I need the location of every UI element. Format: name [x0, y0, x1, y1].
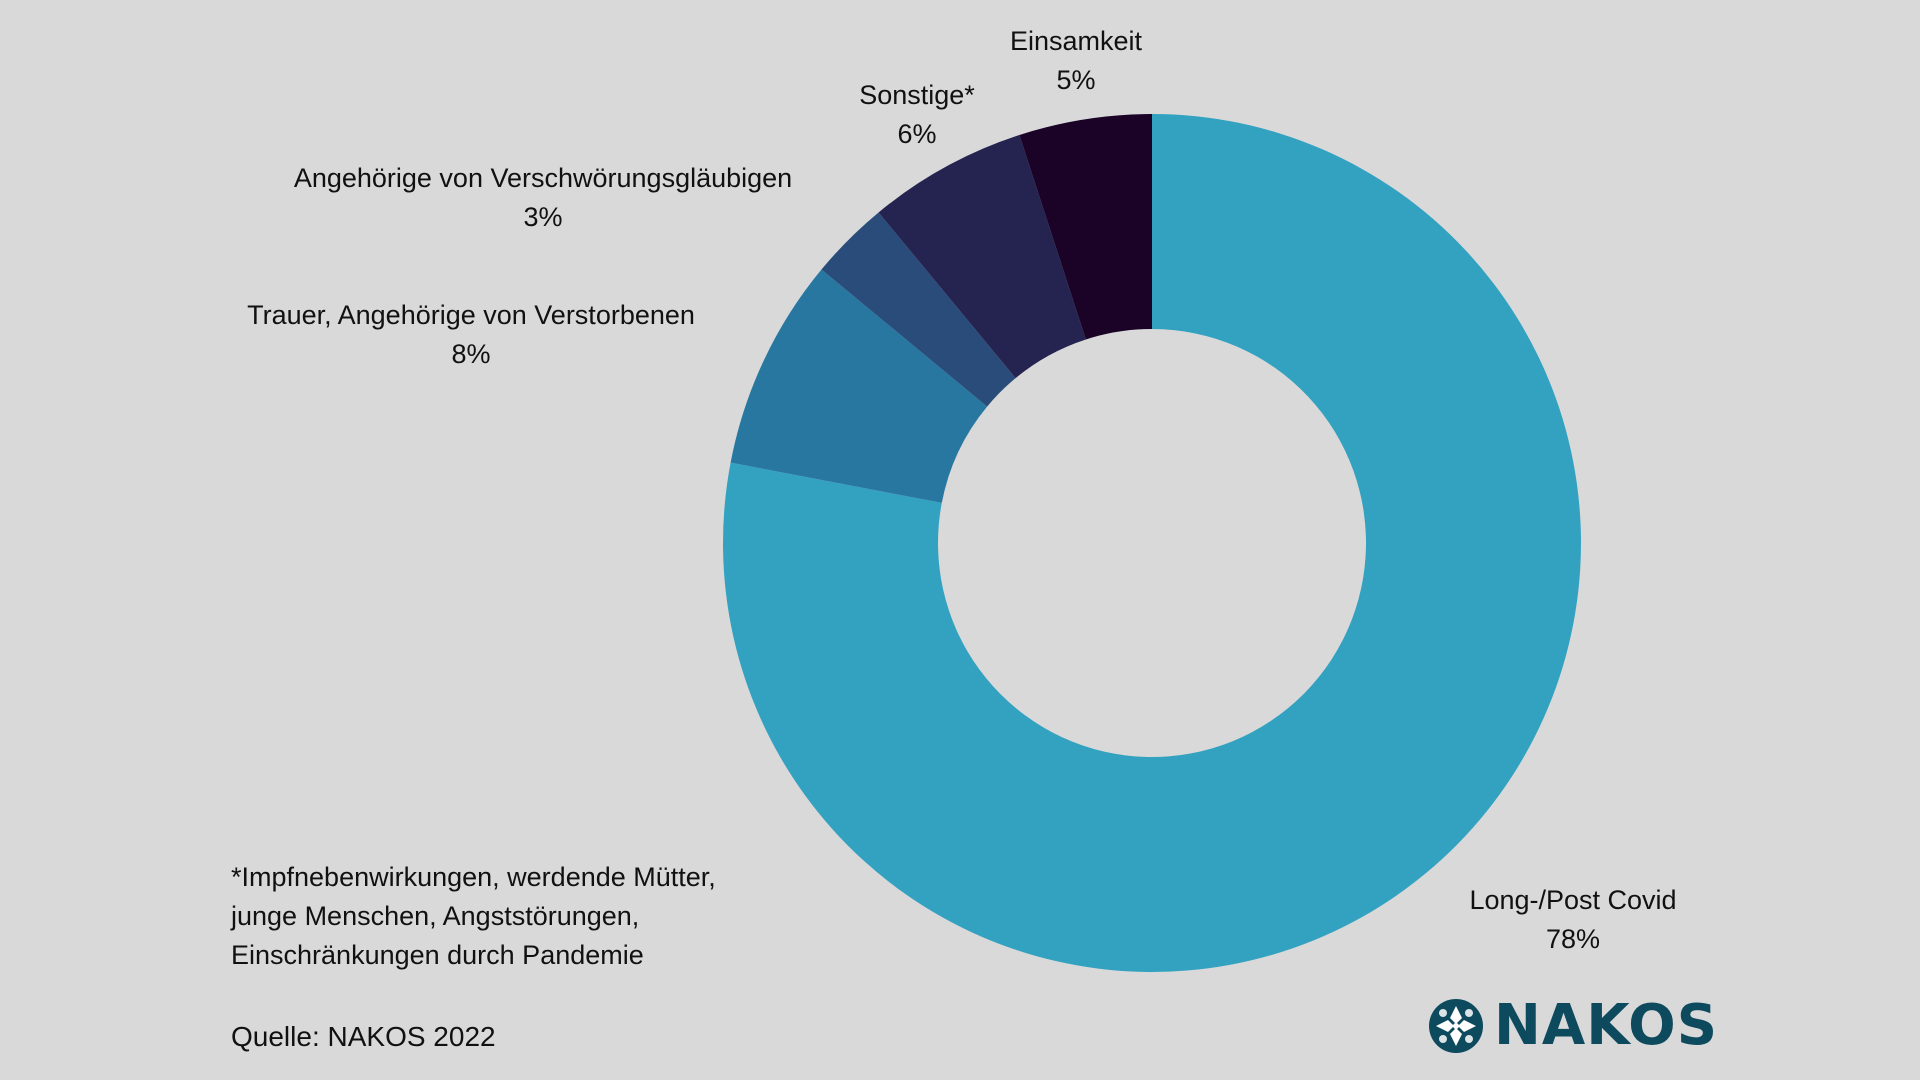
slice-value-trauer: 8% [451, 339, 491, 369]
footnote-line: junge Menschen, Angststörungen, [231, 901, 640, 931]
slice-category-long-post-covid: Long-/Post Covid [1469, 885, 1677, 915]
nakos-logo-icon [1429, 999, 1483, 1053]
donut-slice-3 [821, 212, 1016, 407]
footnote-line: Einschränkungen durch Pandemie [231, 940, 644, 970]
slice-label-trauer: Trauer, Angehörige von Verstorbenen 8% [247, 296, 695, 374]
donut-slice-1 [722, 114, 1582, 972]
slice-label-einsamkeit: Einsamkeit 5% [1010, 22, 1142, 100]
slice-value-sonstige: 6% [897, 119, 937, 149]
slice-label-long-post-covid: Long-/Post Covid 78% [1469, 881, 1676, 959]
footnote: *Impfnebenwirkungen, werdende Mütter, ju… [231, 858, 716, 975]
nakos-logo: NAKOS [1428, 996, 1718, 1056]
donut-slice-4 [878, 134, 1086, 379]
nakos-logo-text: NAKOS [1494, 993, 1719, 1058]
footnote-line: *Impfnebenwirkungen, werdende Mütter, [231, 862, 716, 892]
slice-label-sonstige: Sonstige* 6% [859, 76, 975, 154]
slice-value-verschwoerung: 3% [523, 202, 563, 232]
donut-slice-2 [730, 269, 988, 503]
slice-category-sonstige: Sonstige* [859, 80, 975, 110]
slice-category-trauer: Trauer, Angehörige von Verstorbenen [247, 300, 695, 330]
slice-label-verschwoerung: Angehörige von Verschwörungsgläubigen 3% [294, 159, 792, 237]
source-note: Quelle: NAKOS 2022 [231, 1021, 496, 1052]
slice-category-verschwoerung: Angehörige von Verschwörungsgläubigen [293, 163, 793, 193]
slice-value-einsamkeit: 5% [1056, 65, 1096, 95]
slice-category-einsamkeit: Einsamkeit [1009, 26, 1143, 56]
donut-slice-5 [1019, 114, 1152, 340]
slice-value-long-post-covid: 78% [1545, 924, 1601, 954]
